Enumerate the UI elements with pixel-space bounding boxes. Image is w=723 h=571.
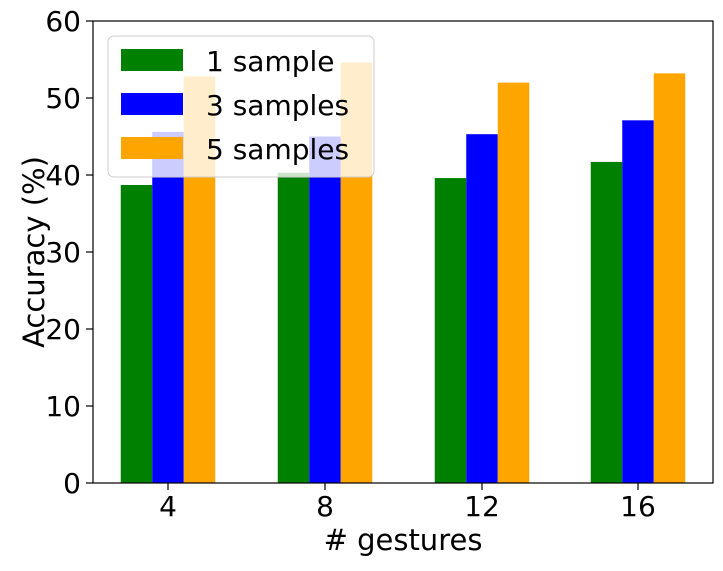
y-tick-label: 60 <box>45 5 81 38</box>
bar-3-samples-4 <box>152 131 184 483</box>
legend-label: 1 sample <box>206 45 335 78</box>
legend-label: 5 samples <box>206 133 349 166</box>
legend-label: 3 samples <box>206 89 349 122</box>
x-tick-label: 8 <box>316 490 334 523</box>
legend: 1 sample 3 samples 5 samples <box>107 35 375 178</box>
y-tick-label: 0 <box>63 467 81 500</box>
bar-1-sample-4 <box>120 185 153 483</box>
legend-swatch <box>121 137 183 159</box>
bar-3-samples-12 <box>466 134 498 483</box>
y-tick-label: 20 <box>45 313 81 346</box>
axes-layer: 0 10 20 30 40 50 60 4 8 12 16 <box>45 5 714 523</box>
y-tick-label: 30 <box>45 236 81 269</box>
legend-swatch <box>121 49 183 71</box>
y-axis-label: Accuracy (%) <box>17 156 51 348</box>
bar-3-samples-16 <box>622 120 654 483</box>
y-tick-label: 50 <box>45 82 81 115</box>
y-tick-label: 10 <box>45 390 81 423</box>
x-tick-label: 16 <box>620 490 656 523</box>
bars-layer <box>120 62 686 484</box>
x-axis-label: # gestures <box>324 523 483 557</box>
bar-1-sample-8 <box>277 172 310 483</box>
bar-3-samples-8 <box>309 136 341 483</box>
bar-1-sample-16 <box>590 161 623 483</box>
x-tick-label: 4 <box>159 490 177 523</box>
x-tick-label: 12 <box>464 490 500 523</box>
bar-5-samples-16 <box>653 73 686 484</box>
legend-swatch <box>121 93 183 115</box>
bar-5-samples-12 <box>497 82 530 483</box>
bar-1-sample-12 <box>434 178 467 483</box>
y-tick-label: 40 <box>45 159 81 192</box>
